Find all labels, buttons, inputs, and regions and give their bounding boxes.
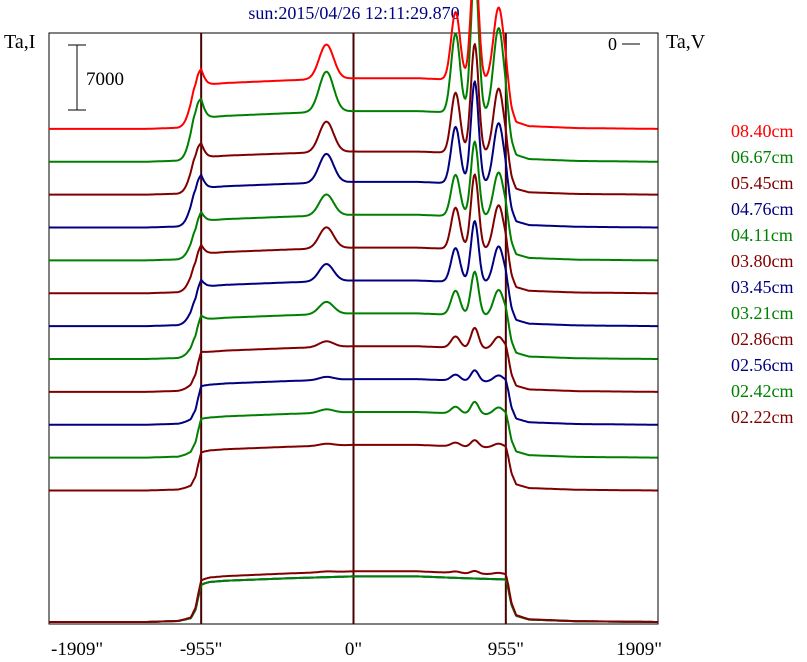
x-tick-label: -955" [180,639,223,660]
series-line-03.45cm [49,220,658,328]
series-line-08.40cm [49,0,658,130]
series-line-04.76cm [49,80,658,229]
legend-entry: 03.80cm [731,251,794,271]
legend-entry: 08.40cm [731,121,794,141]
series-line-03.80cm [49,173,658,295]
series-line-05.45cm [49,43,658,196]
right-axis-label: Ta,V [666,31,706,53]
legend-entry: 04.11cm [731,225,793,245]
scale-bar-label: 7000 [86,69,124,90]
legend-entry: 02.86cm [731,329,794,349]
legend-entry: 02.56cm [731,355,794,375]
series-line-unlabeled-12 [49,570,658,623]
chart-title: sun:2015/04/26 12:11:29.870 [248,3,459,23]
series-line-02.42cm [49,400,658,459]
right-axis-zero-label: 0 [608,34,617,54]
series-line-02.86cm [49,326,658,393]
legend-entry: 03.45cm [731,277,794,297]
legend-entry: 05.45cm [731,173,794,193]
series-line-03.21cm [49,270,658,360]
x-tick-label: -1909" [51,639,103,660]
scale-bar: 7000 [68,44,124,111]
x-tick-label: 955" [488,639,524,660]
legend-entry: 02.42cm [731,381,794,401]
series-line-04.11cm [49,140,658,262]
series-curves [49,0,658,623]
series-line-06.67cm [49,0,658,163]
legend-entry: 04.76cm [731,199,794,219]
left-axis-label: Ta,I [4,31,35,53]
series-line-02.56cm [49,369,658,426]
x-axis-tick-labels: -1909" -955" 0" 955" 1909" [51,639,662,660]
legend: 08.40cm 06.67cm 05.45cm 04.76cm 04.11cm 03.80… [731,121,794,427]
x-tick-label: 1909" [616,639,662,660]
x-tick-label: 0" [345,639,362,660]
legend-entry: 06.67cm [731,147,794,167]
series-line-02.22cm [49,439,658,492]
legend-entry: 02.22cm [731,407,794,427]
legend-entry: 03.21cm [731,303,794,323]
